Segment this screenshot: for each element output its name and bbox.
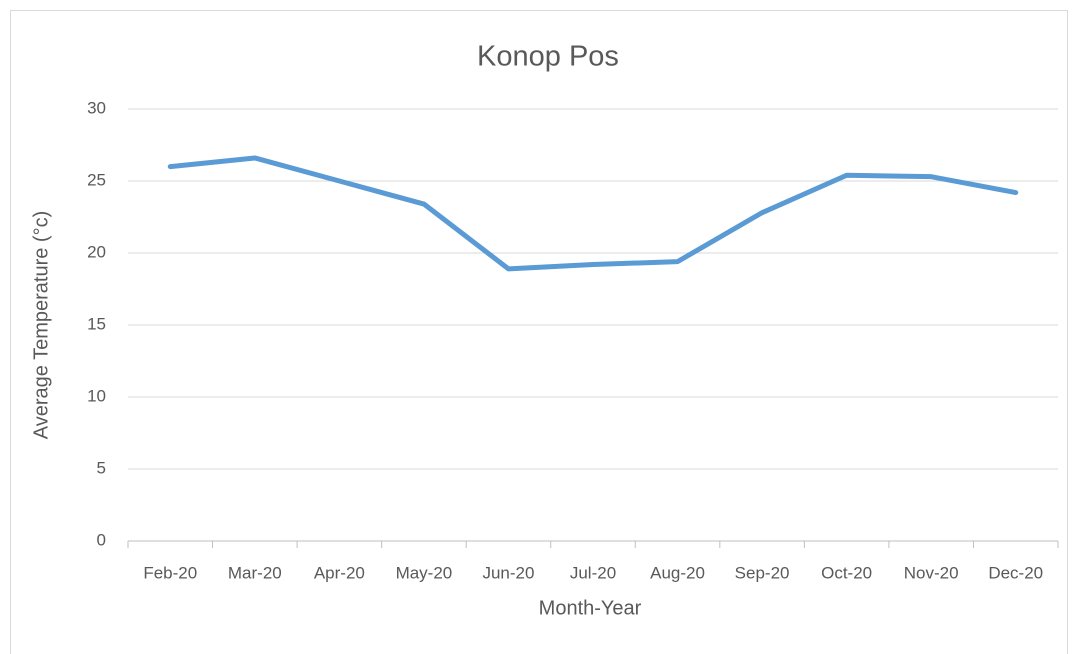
x-tick-label: Feb-20 [143,563,197,582]
line-series [167,155,1019,272]
x-tick-label: Nov-20 [904,563,959,582]
y-tick-label: 30 [87,98,106,117]
x-tick-label: May-20 [396,563,453,582]
x-tick-label: Aug-20 [650,563,705,582]
x-tick-label: Jul-20 [570,563,616,582]
y-tick-label: 10 [87,386,106,405]
y-tick-label: 5 [97,458,106,477]
y-axis-label: Average Temperature (°c) [30,211,52,439]
x-tick-label: Jun-20 [482,563,534,582]
x-tick-label: Dec-20 [988,563,1043,582]
x-tick-label: Sep-20 [735,563,790,582]
chart-title: Konop Pos [477,41,619,73]
y-tick-label: 15 [87,314,106,333]
x-tick-label: Oct-20 [821,563,872,582]
x-axis-label: Month-Year [539,597,642,619]
x-tick-label: Mar-20 [228,563,282,582]
chart-border [10,10,1068,654]
x-tick-label: Apr-20 [314,563,365,582]
y-tick-label: 25 [87,170,106,189]
y-tick-label: 20 [87,242,106,261]
y-tick-label: 0 [97,530,106,549]
